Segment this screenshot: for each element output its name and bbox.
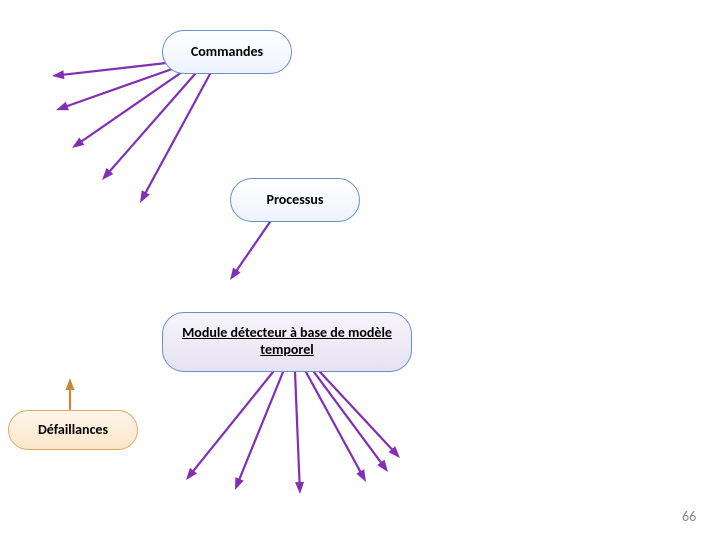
node-commandes: Commandes	[162, 30, 292, 74]
node-processus-label: Processus	[267, 192, 324, 209]
node-module-label: Module détecteur à base de modèle tempor…	[173, 325, 401, 359]
node-commandes-label: Commandes	[191, 44, 263, 61]
arrows-layer	[0, 0, 720, 540]
page-number: 66	[682, 508, 696, 525]
node-defaillances: Défaillances	[8, 410, 138, 450]
node-module: Module détecteur à base de modèle tempor…	[162, 312, 412, 372]
node-defaillances-label: Défaillances	[38, 422, 108, 439]
node-processus: Processus	[230, 178, 360, 222]
